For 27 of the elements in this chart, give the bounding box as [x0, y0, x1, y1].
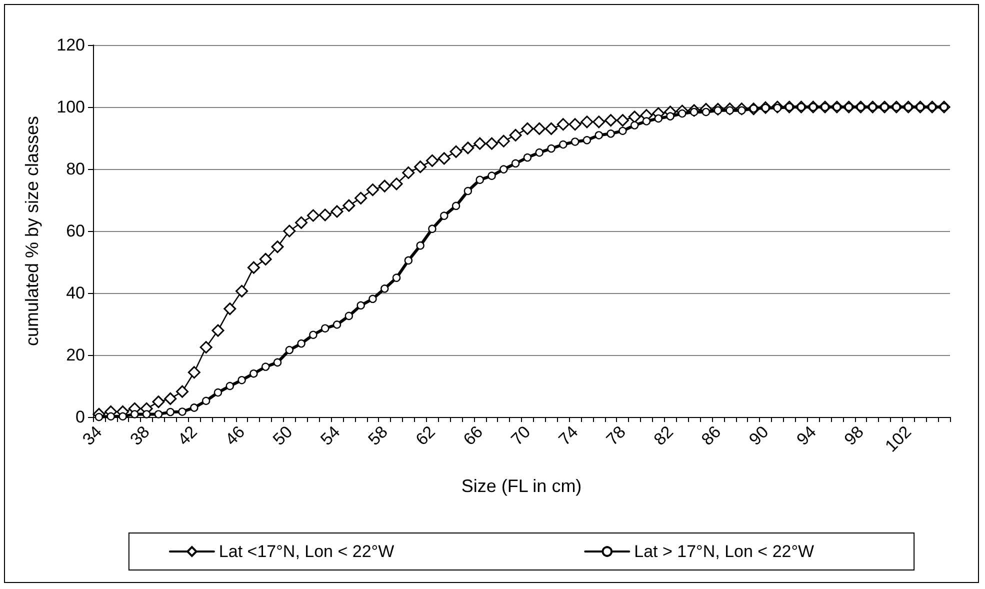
x-tick-label: 78	[602, 422, 630, 450]
x-tick-label: 54	[316, 422, 344, 450]
x-tick-label: 66	[460, 422, 487, 450]
x-tick-label: 58	[364, 422, 392, 450]
y-tick-label: 20	[66, 346, 85, 364]
x-tick-label: 90	[745, 422, 772, 450]
x-tick-label: 74	[554, 422, 582, 450]
x-axis-title: Size (FL in cm)	[461, 476, 582, 496]
y-tick-label: 100	[56, 98, 85, 116]
y-tick-label: 120	[56, 36, 85, 54]
y-tick-label: 60	[66, 222, 85, 240]
x-tick-label: 70	[507, 422, 534, 450]
x-tick-label: 46	[222, 422, 248, 450]
x-tick-label: 86	[698, 422, 725, 450]
x-tick-label: 98	[840, 422, 868, 450]
x-tick-label: 82	[650, 422, 677, 450]
y-tick-label: 80	[66, 160, 85, 178]
x-tick-label: 50	[269, 422, 296, 450]
x-tick-label: 102	[882, 422, 916, 456]
y-tick-label: 40	[66, 284, 85, 302]
legend-label: Lat > 17°N, Lon < 22°W	[634, 542, 814, 561]
x-tick-label: 94	[793, 422, 820, 450]
x-tick-label: 42	[174, 422, 201, 450]
y-axis-title: cumulated % by size classes	[22, 116, 42, 346]
x-tick-label: 62	[412, 422, 439, 450]
x-tick-label: 38	[126, 422, 154, 450]
legend-label: Lat <17°N, Lon < 22°W	[218, 542, 394, 561]
